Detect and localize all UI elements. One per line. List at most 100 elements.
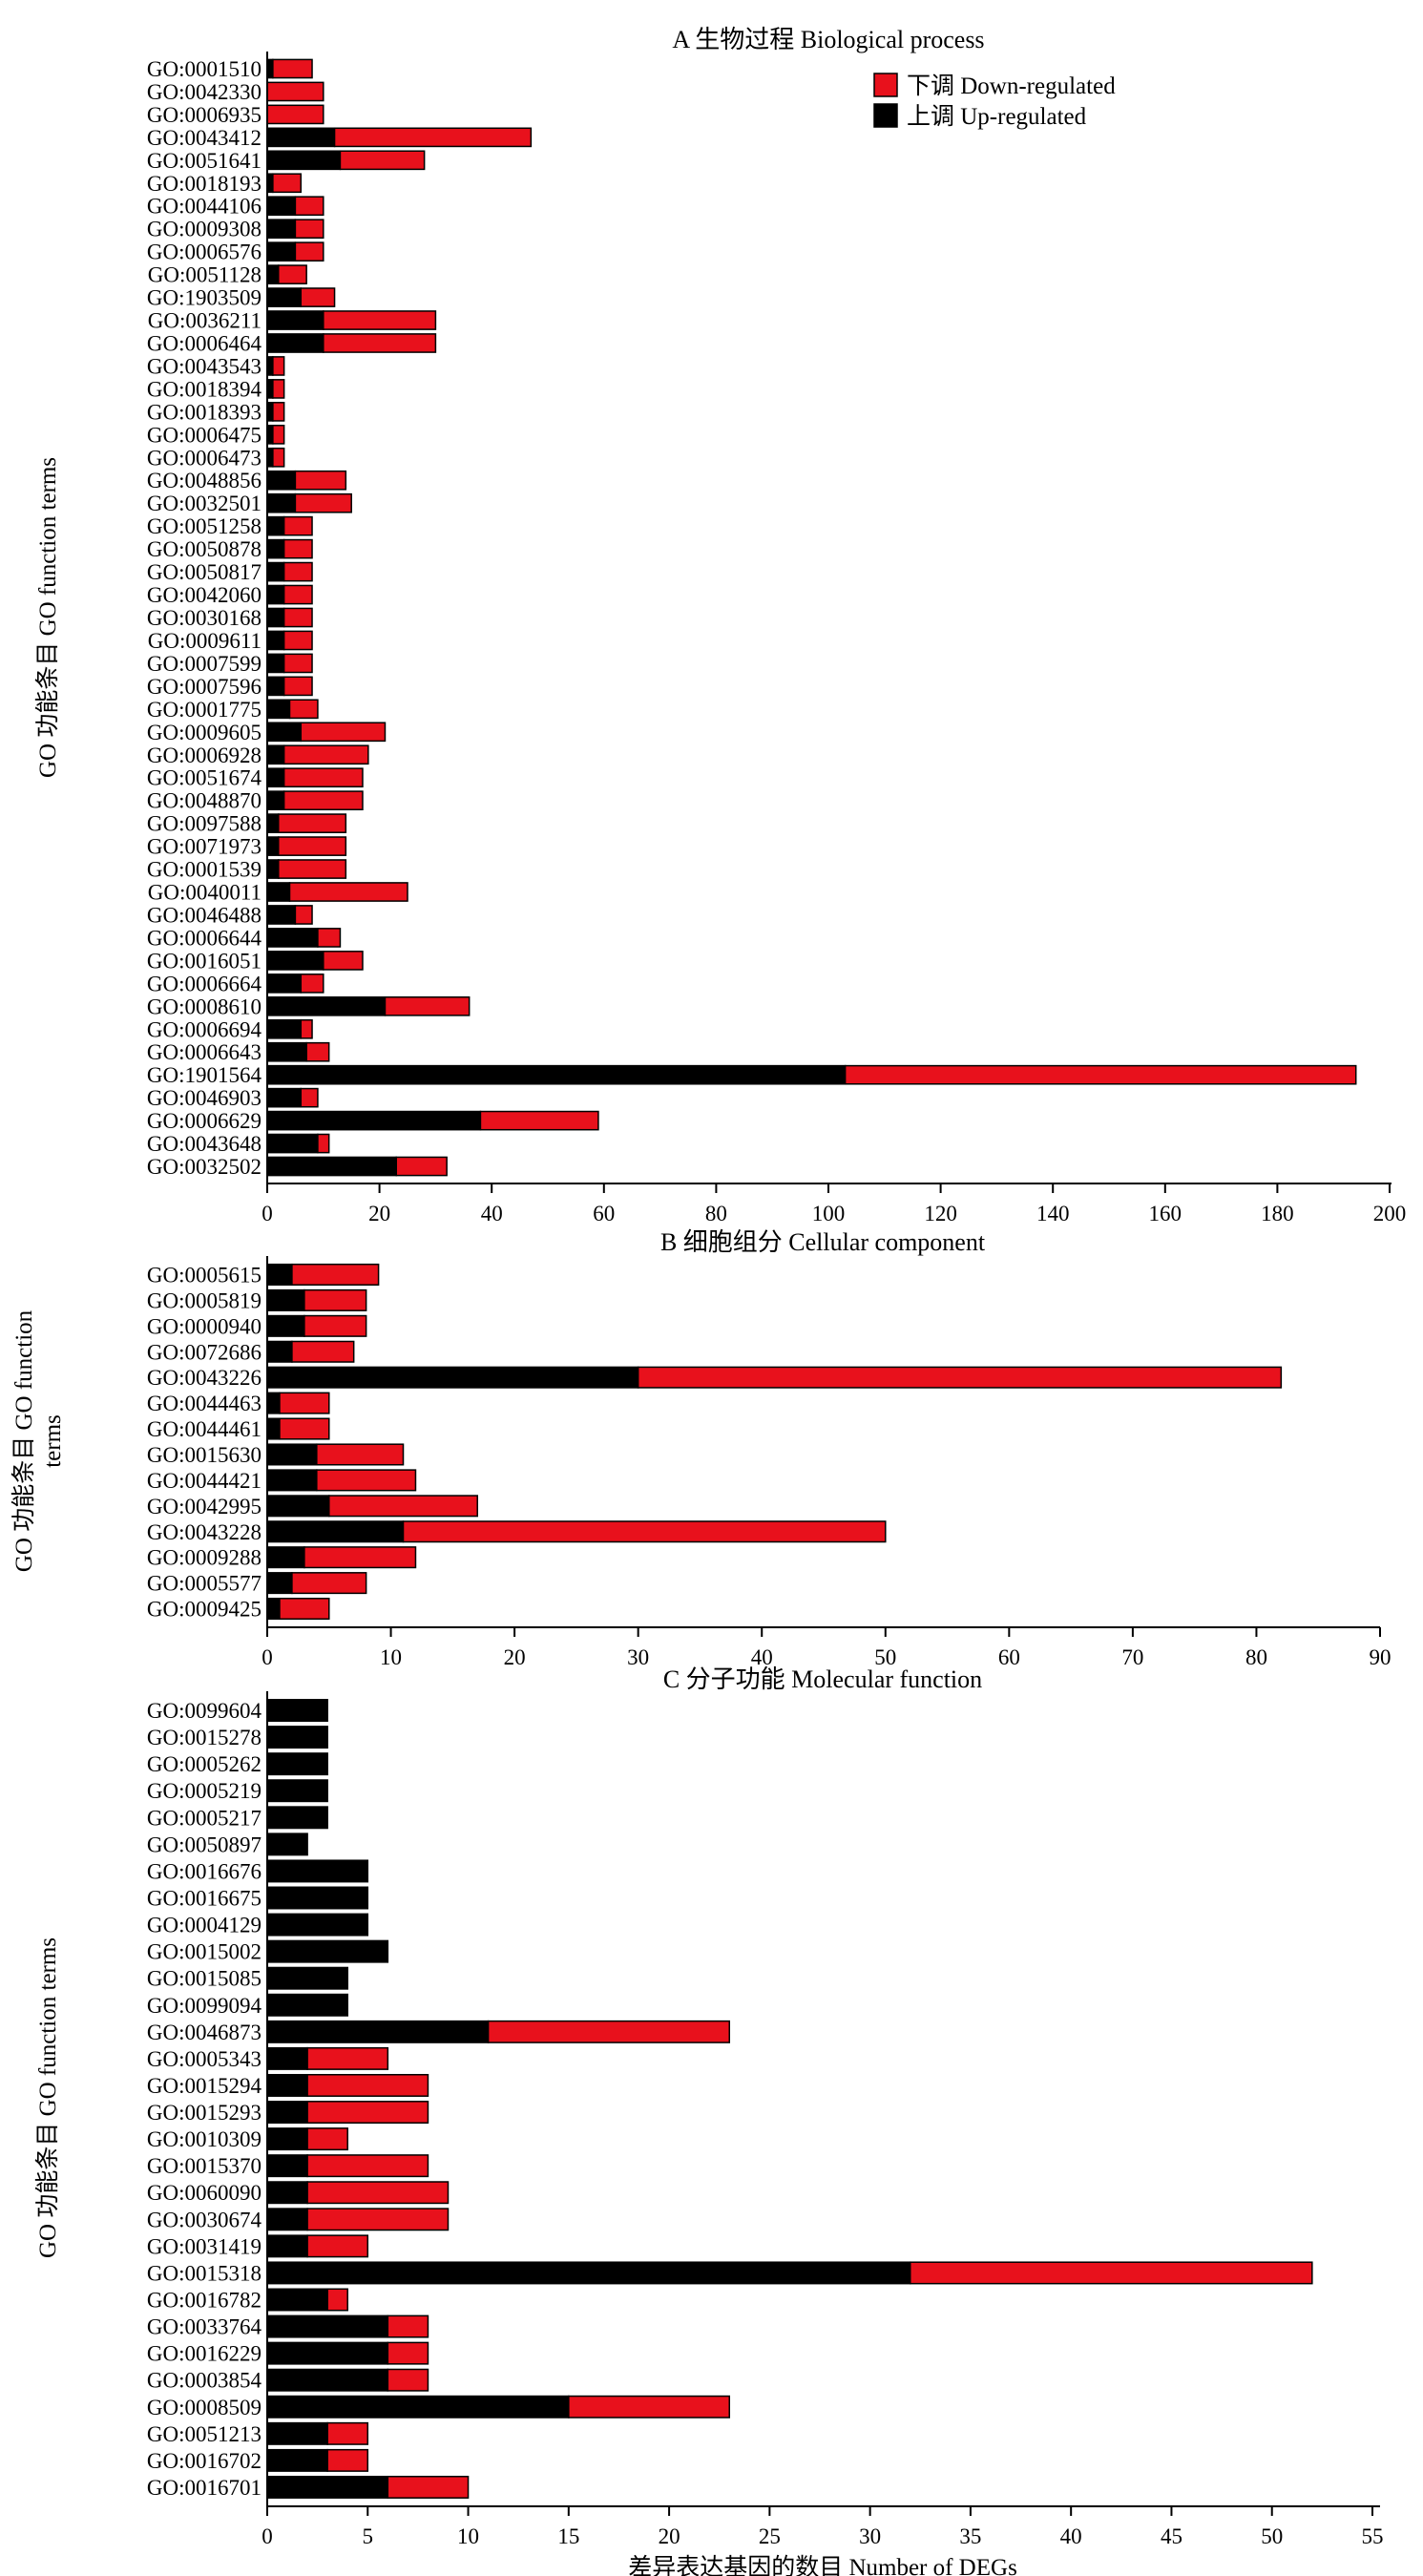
bar-down-segment [291,1572,367,1595]
category-label: GO:0033764 [147,2315,262,2339]
chart-panel-1: B 细胞组分 Cellular component GO 功能条目 GO func… [10,1228,1392,1669]
bar-down-segment [316,1443,405,1466]
category-label: GO:1903509 [147,286,262,310]
bar-up-segment [266,1520,405,1543]
bar-down-segment [317,928,342,948]
bar-up-segment [266,1392,281,1414]
bar-down-segment [306,2046,389,2070]
x-tick-label: 20 [504,1645,526,1669]
x-tick-label: 40 [1060,2524,1082,2548]
x-tick-label: 10 [380,1645,402,1669]
bar-down-segment [303,1288,367,1311]
category-label: GO:0009605 [147,721,262,744]
bar-down-segment [303,1314,367,1337]
bar-down-segment [294,241,324,262]
category-label: GO:0007596 [147,675,262,699]
bar-up-segment [266,767,285,788]
y-axis-label-group: GO 功能条目 GO function terms [34,457,61,778]
bar-up-segment [266,1018,303,1039]
bar-down-segment [279,1392,330,1414]
bar-down-segment [487,2020,731,2043]
category-label: GO:0005577 [147,1572,262,1596]
category-label: GO:0051641 [147,149,262,173]
category-label: GO:0007599 [147,652,262,676]
bar-down-segment [283,515,313,536]
bar-up-segment [266,1110,482,1131]
bar-down-segment [266,81,324,102]
bar-down-segment [291,1263,380,1286]
bar-down-segment [283,767,364,788]
x-tick-label: 15 [557,2524,579,2548]
x-tick-label: 40 [751,1645,773,1669]
category-label: GO:0044463 [147,1392,262,1415]
bar-down-segment [283,630,313,651]
x-tick-label: 200 [1373,1202,1407,1225]
bar-down-segment [387,2475,470,2499]
x-tick-label: 45 [1161,2524,1182,2548]
bar-up-segment [266,974,303,994]
bar-down-segment [283,561,313,582]
bar-down-segment [272,424,285,445]
bar-up-segment [266,241,297,262]
category-label: GO:0043648 [147,1132,262,1156]
category-label: GO:0030674 [147,2208,262,2231]
bar-down-segment [300,974,324,994]
bar-down-segment [303,1546,417,1569]
bar-up-segment [266,2073,308,2097]
x-tick-label: 0 [262,1202,273,1225]
bar-up-segment [266,515,285,536]
legend-label-down: 下调 Down-regulated [907,73,1116,99]
bar-down-segment [278,813,347,833]
category-label: GO:0042060 [147,583,262,607]
category-label: GO:0005343 [147,2047,262,2071]
bar-down-segment [323,310,437,330]
bar-down-segment [294,196,324,217]
category-label: GO:0000940 [147,1314,262,1338]
x-tick-label: 160 [1149,1202,1182,1225]
category-label: GO:0008610 [147,995,262,1018]
category-label: GO:0036211 [148,309,262,333]
bar-up-segment [266,1443,318,1466]
bar-up-segment [266,1314,305,1337]
category-label: GO:0072686 [147,1340,262,1364]
bar-up-segment [266,1726,328,1749]
bar-down-segment [326,2288,348,2312]
bar-down-segment [305,1041,330,1062]
category-label: GO:0030168 [147,606,262,630]
bar-down-segment [279,1417,330,1440]
bar-down-segment [279,1598,330,1621]
bar-down-segment [328,1495,478,1518]
bar-down-segment [317,1133,330,1154]
bar-up-segment [266,2395,570,2419]
legend-swatch-down [873,73,898,97]
category-label: GO:0048856 [147,469,262,492]
category-label: GO:0015002 [147,1940,262,1964]
y-axis-label: GO 功能条目 GO function terms [34,1937,61,2258]
category-label: GO:0015370 [147,2154,262,2178]
bar-down-segment [266,104,324,125]
bar-up-segment [266,1417,281,1440]
bar-up-segment [266,1966,348,1990]
x-tick-label: 70 [1121,1645,1143,1669]
bar-up-segment [266,836,280,856]
bar-down-segment [283,538,313,559]
category-label: GO:0043228 [147,1520,262,1544]
category-label: GO:0015278 [147,1726,262,1749]
category-label: GO:0006629 [147,1109,262,1133]
bar-down-segment [272,173,303,194]
bar-down-segment [326,2421,369,2445]
category-label: GO:0050897 [147,1833,262,1856]
category-label: GO:0043412 [147,126,262,150]
bar-up-segment [266,2020,490,2043]
bar-up-segment [266,2368,389,2392]
category-label: GO:0015318 [147,2261,262,2285]
category-label: GO:0043543 [147,354,262,378]
bar-up-segment [266,1806,328,1830]
category-label: GO:0010309 [147,2127,262,2151]
y-axis-label: terms [40,1414,66,1468]
category-label: GO:0060090 [147,2181,262,2205]
x-tick-label: 0 [262,2524,273,2548]
bar-up-segment [266,2288,328,2312]
chart-title: C 分子功能 Molecular function [663,1665,982,1693]
bar-down-segment [300,1018,313,1039]
